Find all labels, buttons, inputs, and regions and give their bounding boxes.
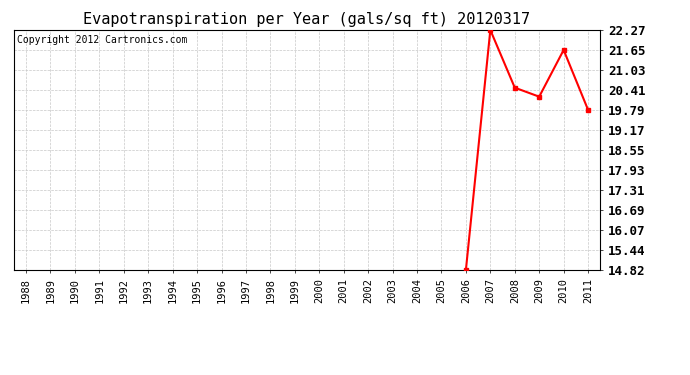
- Title: Evapotranspiration per Year (gals/sq ft) 20120317: Evapotranspiration per Year (gals/sq ft)…: [83, 12, 531, 27]
- Text: Copyright 2012 Cartronics.com: Copyright 2012 Cartronics.com: [17, 35, 187, 45]
